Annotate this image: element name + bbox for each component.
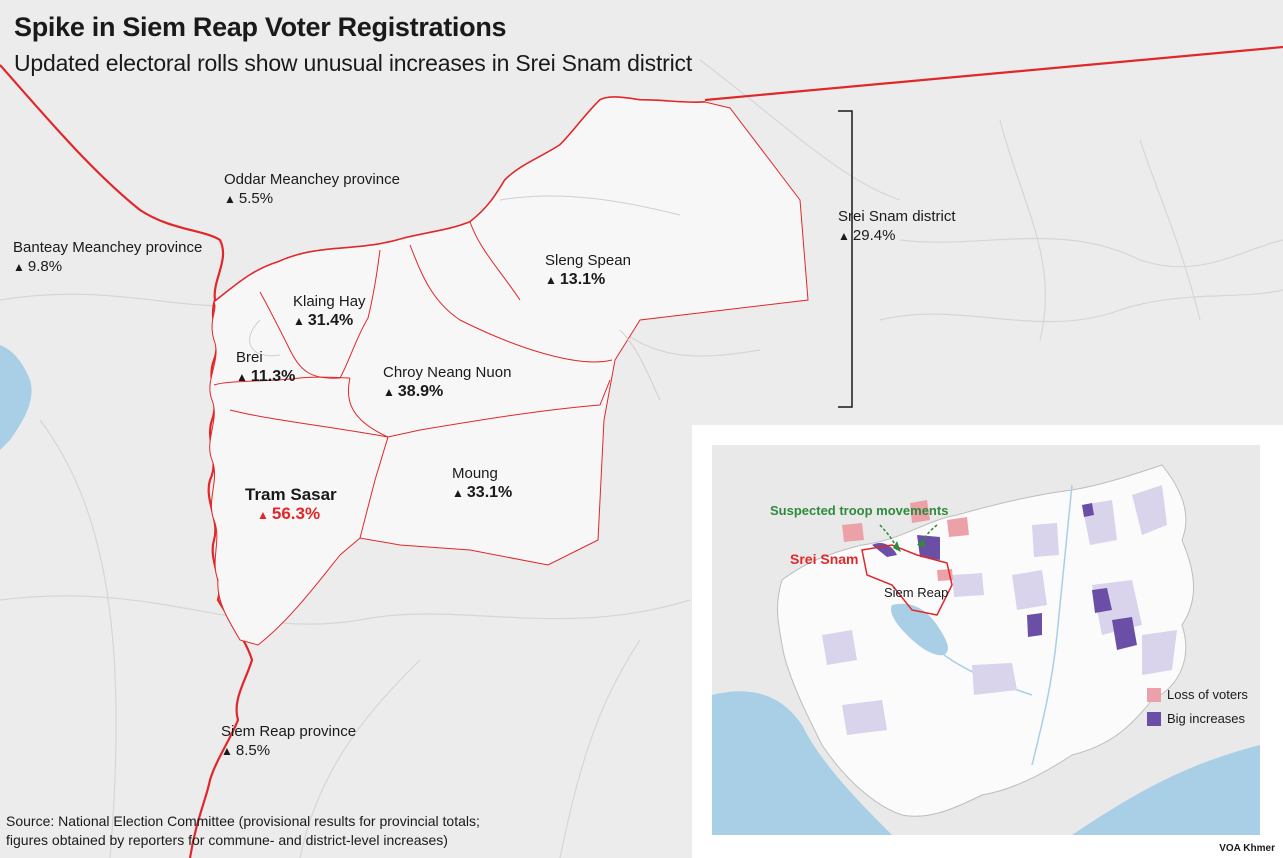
- up-triangle-icon: ▲: [224, 192, 236, 206]
- region-label-siemreap: Siem Reap province ▲ 8.5%: [221, 723, 357, 759]
- lake-water: [0, 345, 32, 450]
- map-subtitle: Updated electoral rolls show unusual inc…: [14, 50, 693, 76]
- commune-label-chroy-neang-nuon: Chroy Neang Nuon ▲ 38.9%: [383, 364, 512, 400]
- tracks: [249, 195, 681, 401]
- region-label-oddar: Oddar Meanchey province ▲ 5.5%: [224, 171, 400, 207]
- inset-sea: [712, 691, 892, 835]
- inset-srei-snam-label: Srei Snam: [790, 551, 859, 567]
- region-label-sreisnam: Srei Snam district ▲ 29.4%: [838, 208, 956, 244]
- region-label-banteay: Banteay Meanchey province ▲ 9.8%: [13, 239, 203, 275]
- legend-loss-of-voters: Loss of voters: [1147, 687, 1248, 702]
- commune-label-moung: Moung ▲ 33.1%: [452, 465, 513, 501]
- up-triangle-icon: ▲: [545, 273, 557, 287]
- credit: VOA Khmer: [1219, 843, 1275, 854]
- srei-snam-bracket: [838, 110, 853, 408]
- inset-troop-label: Suspected troop movements: [770, 503, 949, 518]
- inset-lake: [891, 603, 948, 656]
- inset-loss-of-voters: [842, 500, 969, 581]
- up-triangle-icon: ▲: [257, 508, 269, 522]
- up-triangle-icon: ▲: [293, 314, 305, 328]
- northern-border: [704, 45, 1283, 102]
- inset-srei-snam-outline: [861, 544, 953, 616]
- up-triangle-icon: ▲: [452, 486, 464, 500]
- up-triangle-icon: ▲: [838, 229, 850, 243]
- map-title: Spike in Siem Reap Voter Registrations: [14, 12, 507, 42]
- up-triangle-icon: ▲: [236, 370, 248, 384]
- commune-label-sleng-spean: Sleng Spean ▲ 13.1%: [545, 252, 631, 288]
- up-triangle-icon: ▲: [221, 744, 233, 758]
- legend-big-increases: Big increases: [1147, 711, 1245, 726]
- commune-label-tram-sasar: Tram Sasar ▲ 56.3%: [245, 485, 337, 523]
- commune-label-klaing-hay: Klaing Hay ▲ 31.4%: [293, 293, 366, 329]
- inset-troop-arrowheads: [893, 539, 926, 552]
- up-triangle-icon: ▲: [13, 260, 25, 274]
- inset-cambodia-map: [712, 445, 1260, 835]
- road-network: [0, 59, 1283, 858]
- commune-boundaries: [213, 221, 613, 539]
- legend-swatch-big: [1147, 711, 1161, 726]
- inset-panel: Suspected troop movements Srei Snam Siem…: [692, 425, 1283, 858]
- source-note: Source: National Election Committee (pro…: [6, 813, 480, 848]
- inset-siem-reap-label: Siem Reap: [884, 585, 949, 600]
- commune-label-brei: Brei ▲ 11.3%: [236, 349, 296, 385]
- up-triangle-icon: ▲: [383, 385, 395, 399]
- inset-sea-east: [1072, 745, 1260, 835]
- srei-snam-district-fill: [209, 96, 809, 646]
- legend-swatch-loss: [1147, 687, 1161, 702]
